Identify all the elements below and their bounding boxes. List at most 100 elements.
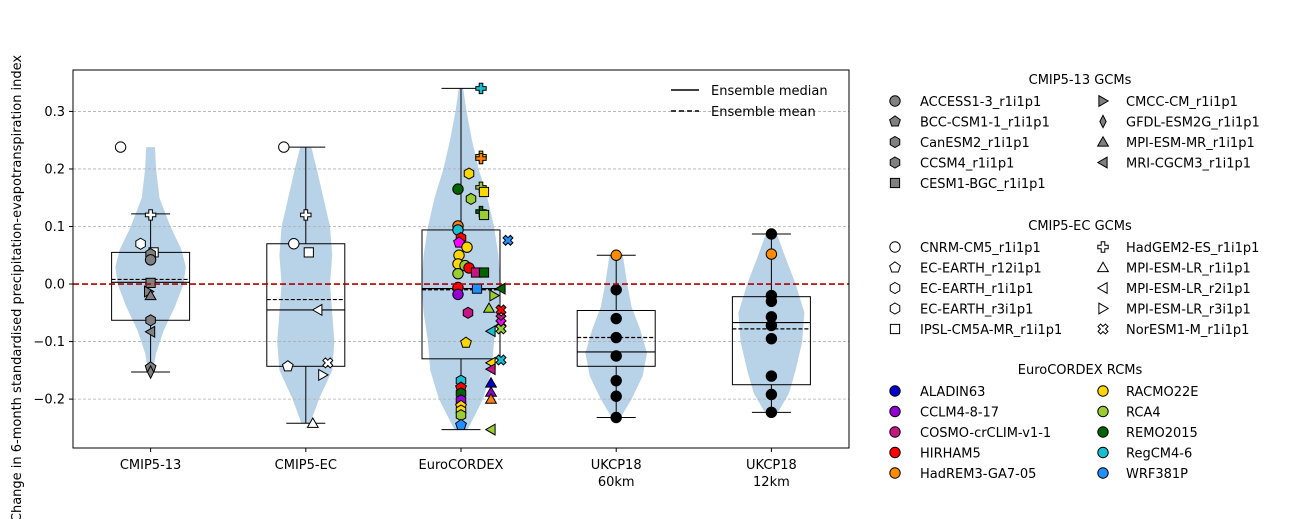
- legend-label: CESM1-BGC_r1i1p1: [920, 177, 1046, 192]
- legend-marker: [1098, 94, 1110, 108]
- y-tick-label: 0.3: [44, 105, 65, 120]
- violins: [115, 88, 805, 430]
- box-1: [266, 243, 346, 367]
- legend-marker: [889, 156, 901, 169]
- line-legend: Ensemble median Ensemble mean: [671, 84, 828, 120]
- legend-label: RCA4: [1126, 406, 1161, 421]
- legend-marker: [1099, 114, 1107, 129]
- data-point: [478, 209, 490, 221]
- data-point: [482, 301, 496, 313]
- data-point: [455, 418, 467, 431]
- data-point: [765, 332, 778, 345]
- data-point: [610, 284, 622, 296]
- data-point: [300, 209, 312, 221]
- data-point: [460, 336, 472, 348]
- legend-marker: [889, 135, 901, 149]
- legend-label: ALADIN63: [920, 385, 985, 400]
- data-point: [452, 288, 464, 301]
- data-point: [484, 362, 496, 376]
- legend-marker: [889, 405, 901, 418]
- legend-marker: [1097, 446, 1109, 459]
- data-point: [610, 312, 622, 325]
- y-tick-label: −0.2: [33, 393, 65, 408]
- legend-label: CMCC-CM_r1i1p1: [1126, 95, 1238, 110]
- legend-label: GFDL-ESM2G_r1i1p1: [1126, 116, 1260, 131]
- data-point: [765, 319, 778, 332]
- legend-title: CMIP5-13 GCMs: [1029, 73, 1132, 88]
- legend-title: EuroCORDEX RCMs: [1018, 363, 1143, 378]
- legend-label: MPI-ESM-LR_r2i1p1: [1126, 282, 1251, 297]
- data-point: [281, 360, 294, 372]
- data-point: [765, 370, 778, 382]
- legend-label: HIRHAM5: [920, 447, 981, 462]
- data-point: [462, 306, 474, 319]
- data-point: [288, 238, 300, 250]
- legend-label: NorESM1-M_r1i1p1: [1126, 323, 1249, 338]
- data-point: [610, 411, 622, 424]
- data-point: [144, 325, 156, 339]
- data-point: [610, 390, 622, 402]
- data-point: [145, 277, 156, 288]
- data-point: [452, 183, 464, 195]
- legend-marker: [1096, 261, 1110, 273]
- legend-marker: [1097, 323, 1109, 335]
- legend-marker: [889, 426, 901, 438]
- y-tick-label: −0.1: [33, 335, 65, 350]
- data-point: [610, 374, 622, 387]
- y-grid: [73, 111, 849, 400]
- legend-label: RACMO22E: [1126, 385, 1198, 400]
- data-point: [502, 234, 514, 246]
- data-point: [475, 82, 487, 95]
- y-tick-label: 0.2: [44, 162, 65, 177]
- data-point: [494, 282, 506, 295]
- box-3: [576, 309, 656, 367]
- legend-label: CNRM-CM5_r1i1p1: [920, 241, 1041, 256]
- legend-marker: [889, 467, 901, 479]
- legend-label: ACCESS1-3_r1i1p1: [920, 95, 1041, 110]
- x-tick-label: UKCP18: [746, 458, 797, 473]
- legend-marker: [889, 241, 901, 253]
- x-tick-label: 12km: [753, 475, 790, 490]
- legend-title: CMIP5-EC GCMs: [1028, 219, 1132, 234]
- legend-marker: [889, 281, 901, 295]
- legend-marker: [1098, 302, 1110, 315]
- legend-marker: [889, 385, 901, 397]
- legend-marker: [889, 302, 901, 315]
- x-tick-label: UKCP18: [591, 458, 642, 473]
- data-point: [278, 141, 290, 153]
- data-point: [146, 364, 155, 380]
- data-point: [610, 249, 622, 261]
- legend-label: CCLM4-8-17: [920, 406, 999, 421]
- data-point: [471, 283, 483, 294]
- legend-label: EC-EARTH_r12i1p1: [920, 262, 1042, 277]
- data-point: [765, 295, 778, 307]
- data-point: [478, 186, 490, 198]
- y-axis-label: Change in 6-month standardised precipita…: [10, 55, 25, 519]
- legend-label: CCSM4_r1i1p1: [920, 157, 1014, 172]
- data-point: [495, 323, 507, 335]
- data-point: [461, 241, 473, 253]
- data-point: [135, 237, 146, 250]
- legend-label: MRI-CGCM3_r1i1p1: [1126, 157, 1251, 172]
- line-legend-label: Ensemble mean: [711, 105, 816, 120]
- legend-label: EC-EARTH_r3i1p1: [920, 303, 1033, 318]
- legend-label: HadGEM2-ES_r1i1p1: [1126, 241, 1259, 256]
- legend-label: REMO2015: [1126, 426, 1198, 441]
- legend-label: WRF381P: [1126, 467, 1188, 482]
- legend-marker: [889, 261, 901, 273]
- data-point: [318, 368, 329, 382]
- data-point: [145, 314, 156, 327]
- data-point: [765, 228, 778, 240]
- x-tick-label: 60km: [598, 475, 635, 490]
- legend-label: CanESM2_r1i1p1: [920, 136, 1030, 151]
- data-point: [303, 247, 314, 258]
- legend-marker: [1097, 467, 1109, 479]
- legend-label: MPI-ESM-LR_r3i1p1: [1126, 303, 1251, 318]
- data-point: [765, 406, 778, 419]
- legend-marker: [889, 446, 901, 459]
- axes: −0.2 −0.1 0.0 0.1 0.2 0.3 CMIP5-13 CMIP5-EC Euro…: [10, 55, 797, 519]
- legend-marker: [1097, 405, 1109, 418]
- legend-marker: [1097, 385, 1109, 397]
- data-point: [765, 248, 778, 260]
